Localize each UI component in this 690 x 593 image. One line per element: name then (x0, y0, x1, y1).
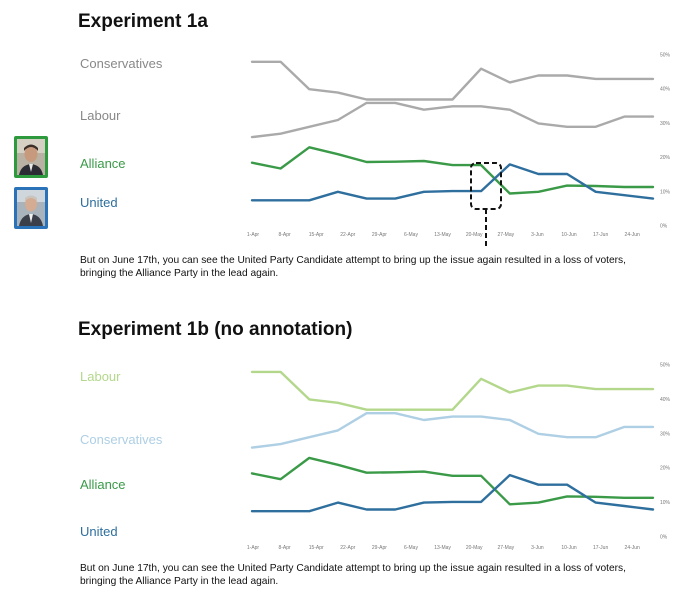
x-tick-label: 27-May (497, 545, 514, 551)
x-tick-label: 1-Apr (247, 232, 260, 238)
x-tick-label: 20-May (466, 545, 483, 551)
experiment-1a-caption: But on June 17th, you can see the United… (80, 255, 626, 279)
y-tick-label: 40% (660, 87, 671, 93)
alliance-label-b: Alliance (80, 477, 126, 492)
x-tick-label: 6-May (404, 545, 418, 551)
series-line-alliance (250, 456, 655, 506)
series-line-conservatives (250, 60, 655, 101)
x-tick-label: 22-Apr (340, 545, 355, 551)
alliance-candidate-photo-icon (17, 139, 45, 175)
x-tick-label: 10-Jun (561, 232, 577, 238)
y-tick-label: 40% (660, 397, 671, 403)
united-label: United (80, 195, 118, 210)
conservatives-label-b: Conservatives (80, 432, 163, 447)
x-tick-label: 8-Apr (278, 545, 291, 551)
united-label-b: United (80, 524, 118, 539)
x-tick-label: 13-May (434, 232, 451, 238)
x-tick-label: 24-Jun (625, 545, 641, 551)
experiment-1b-title: Experiment 1b (no annotation) (78, 319, 353, 340)
x-tick-label: 8-Apr (278, 232, 291, 238)
series-line-united (250, 473, 655, 513)
x-tick-label: 10-Jun (561, 545, 577, 551)
conservatives-label: Conservatives (80, 56, 163, 71)
alliance-candidate-avatar (14, 136, 48, 178)
x-tick-label: 3-Jun (531, 545, 544, 551)
united-candidate-photo-icon (17, 190, 45, 226)
series-line-united (250, 163, 655, 202)
x-tick-label: 6-May (404, 232, 418, 238)
series-line-conservatives (250, 412, 655, 449)
y-tick-label: 30% (660, 121, 671, 127)
x-tick-label: 17-Jun (593, 232, 609, 238)
y-tick-label: 20% (660, 155, 671, 161)
series-line-labour (250, 370, 655, 411)
x-tick-label: 24-Jun (625, 232, 641, 238)
alliance-label: Alliance (80, 156, 126, 171)
experiment-1b-caption: But on June 17th, you can see the United… (80, 563, 626, 587)
y-tick-label: 30% (660, 431, 671, 437)
y-tick-label: 10% (660, 189, 671, 195)
x-tick-label: 20-May (466, 232, 483, 238)
x-tick-label: 13-May (434, 545, 451, 551)
x-tick-label: 29-Apr (372, 232, 387, 238)
x-tick-label: 22-Apr (340, 232, 355, 238)
y-tick-label: 0% (660, 535, 668, 541)
x-tick-label: 15-Apr (309, 232, 324, 238)
experiment-1a-title: Experiment 1a (78, 11, 208, 32)
united-candidate-avatar (14, 187, 48, 229)
x-tick-label: 27-May (497, 232, 514, 238)
labour-label: Labour (80, 108, 121, 123)
y-tick-label: 0% (660, 224, 668, 230)
series-line-labour (250, 101, 655, 139)
x-tick-label: 17-Jun (593, 545, 609, 551)
x-tick-label: 1-Apr (247, 545, 260, 551)
y-tick-label: 10% (660, 500, 671, 506)
x-tick-label: 3-Jun (531, 232, 544, 238)
y-tick-label: 50% (660, 53, 671, 59)
y-tick-label: 50% (660, 363, 671, 369)
x-tick-label: 29-Apr (372, 545, 387, 551)
y-tick-label: 20% (660, 466, 671, 472)
x-tick-label: 15-Apr (309, 545, 324, 551)
labour-label-b: Labour (80, 369, 121, 384)
